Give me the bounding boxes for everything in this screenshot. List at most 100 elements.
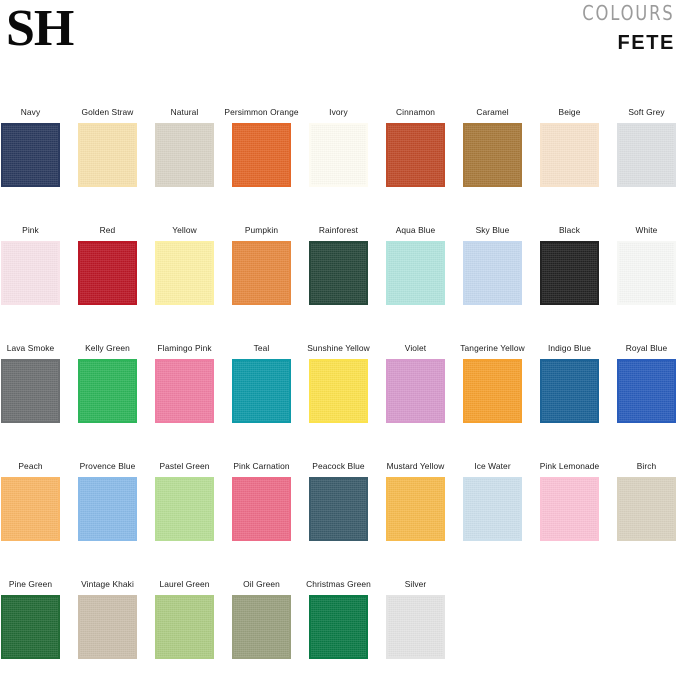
- colour-swatch-chip[interactable]: [232, 241, 291, 305]
- colour-swatch[interactable]: Flamingo Pink: [146, 336, 223, 454]
- colour-swatch[interactable]: White: [608, 218, 679, 336]
- colour-swatch-chip[interactable]: [617, 359, 676, 423]
- colour-swatch-chip[interactable]: [617, 241, 676, 305]
- colour-swatch-chip[interactable]: [309, 595, 368, 659]
- colour-swatch-label: Ice Water: [474, 461, 511, 471]
- colour-swatch-chip[interactable]: [386, 123, 445, 187]
- colour-swatch[interactable]: Oil Green: [223, 572, 300, 690]
- colour-swatch[interactable]: Sunshine Yellow: [300, 336, 377, 454]
- colour-swatch[interactable]: Pine Green: [0, 572, 69, 690]
- colour-swatch-chip[interactable]: [540, 359, 599, 423]
- colour-swatch[interactable]: Birch: [608, 454, 679, 572]
- colour-swatch[interactable]: Natural: [146, 100, 223, 218]
- colour-swatch-chip[interactable]: [386, 241, 445, 305]
- colour-swatch[interactable]: Persimmon Orange: [223, 100, 300, 218]
- colour-swatch-chip[interactable]: [78, 359, 137, 423]
- colour-swatch-label: Teal: [253, 343, 270, 353]
- fabric-square: [232, 595, 291, 659]
- colour-swatch-chip[interactable]: [463, 477, 522, 541]
- colour-swatch-chip[interactable]: [540, 477, 599, 541]
- colour-swatch-label: Pink Lemonade: [539, 461, 600, 471]
- fabric-square: [617, 477, 676, 541]
- colour-swatch-chip[interactable]: [463, 123, 522, 187]
- colour-swatch-label: Pastel Green: [159, 461, 210, 471]
- colour-swatch-chip[interactable]: [1, 123, 60, 187]
- colour-swatch-chip[interactable]: [155, 123, 214, 187]
- colour-swatch[interactable]: Tangerine Yellow: [454, 336, 531, 454]
- colour-swatch-label: Pink Carnation: [233, 461, 290, 471]
- colour-swatch-chip[interactable]: [155, 359, 214, 423]
- colour-swatch-chip[interactable]: [1, 477, 60, 541]
- colour-swatch-chip[interactable]: [155, 477, 214, 541]
- colour-swatch[interactable]: Soft Grey: [608, 100, 679, 218]
- colour-swatch[interactable]: Pink Carnation: [223, 454, 300, 572]
- colour-swatch[interactable]: Laurel Green: [146, 572, 223, 690]
- colour-swatch[interactable]: Teal: [223, 336, 300, 454]
- colour-swatch-chip[interactable]: [1, 359, 60, 423]
- colour-swatch-chip[interactable]: [232, 477, 291, 541]
- colour-swatch-label: Laurel Green: [159, 579, 210, 589]
- colour-swatch[interactable]: Royal Blue: [608, 336, 679, 454]
- colour-swatch-chip[interactable]: [155, 595, 214, 659]
- colour-swatch-chip[interactable]: [1, 595, 60, 659]
- colour-swatch-chip[interactable]: [232, 595, 291, 659]
- colour-swatch[interactable]: Rainforest: [300, 218, 377, 336]
- colour-swatch-chip[interactable]: [309, 359, 368, 423]
- fabric-square: [78, 595, 137, 659]
- colour-swatch-chip[interactable]: [463, 359, 522, 423]
- colour-swatch[interactable]: Pumpkin: [223, 218, 300, 336]
- colour-swatch[interactable]: Aqua Blue: [377, 218, 454, 336]
- colour-swatch-chip[interactable]: [540, 241, 599, 305]
- colour-swatch-label: Pumpkin: [244, 225, 279, 235]
- colour-swatch[interactable]: Ivory: [300, 100, 377, 218]
- colour-swatch[interactable]: Vintage Khaki: [69, 572, 146, 690]
- colour-swatch-label: Peach: [18, 461, 43, 471]
- colour-swatch-chip[interactable]: [386, 595, 445, 659]
- colour-swatch-chip[interactable]: [1, 241, 60, 305]
- colour-swatch-chip[interactable]: [78, 477, 137, 541]
- colour-swatch-chip[interactable]: [232, 359, 291, 423]
- colour-swatch-chip[interactable]: [617, 123, 676, 187]
- fabric-square: [232, 123, 291, 187]
- colour-swatch-chip[interactable]: [617, 477, 676, 541]
- colour-swatch[interactable]: Cinnamon: [377, 100, 454, 218]
- colour-swatch[interactable]: Caramel: [454, 100, 531, 218]
- colour-swatch[interactable]: Violet: [377, 336, 454, 454]
- colour-swatch[interactable]: Kelly Green: [69, 336, 146, 454]
- colour-swatch[interactable]: Christmas Green: [300, 572, 377, 690]
- colour-swatch-chip[interactable]: [309, 241, 368, 305]
- colour-swatch[interactable]: Silver: [377, 572, 454, 690]
- colour-swatch-label: Oil Green: [243, 579, 280, 589]
- colour-swatch-chip[interactable]: [309, 477, 368, 541]
- colour-swatch[interactable]: Black: [531, 218, 608, 336]
- colour-swatch-chip[interactable]: [155, 241, 214, 305]
- colour-swatch-chip[interactable]: [386, 477, 445, 541]
- colour-swatch[interactable]: Peach: [0, 454, 69, 572]
- colour-swatch[interactable]: Sky Blue: [454, 218, 531, 336]
- colour-swatch-chip[interactable]: [540, 123, 599, 187]
- colour-swatch[interactable]: Mustard Yellow: [377, 454, 454, 572]
- colour-swatch[interactable]: Indigo Blue: [531, 336, 608, 454]
- colour-swatch[interactable]: Lava Smoke: [0, 336, 69, 454]
- colour-swatch-chip[interactable]: [78, 241, 137, 305]
- colour-swatch[interactable]: Pink Lemonade: [531, 454, 608, 572]
- colour-swatch-label: Cinnamon: [396, 107, 435, 117]
- colour-swatch[interactable]: Provence Blue: [69, 454, 146, 572]
- colour-swatch-chip[interactable]: [232, 123, 291, 187]
- colour-swatch-chip[interactable]: [463, 241, 522, 305]
- colour-swatch[interactable]: Red: [69, 218, 146, 336]
- colour-swatch-chip[interactable]: [309, 123, 368, 187]
- swatch-row: Peach Provence Blue Pastel Green Pink Carna…: [0, 454, 679, 572]
- colour-swatch[interactable]: Peacock Blue: [300, 454, 377, 572]
- colour-swatch[interactable]: Pastel Green: [146, 454, 223, 572]
- colour-swatch-chip[interactable]: [78, 595, 137, 659]
- header-title-block: COLOURS FETE: [562, 2, 675, 56]
- colour-swatch-chip[interactable]: [386, 359, 445, 423]
- colour-swatch[interactable]: Navy: [0, 100, 69, 218]
- colour-swatch[interactable]: Ice Water: [454, 454, 531, 572]
- colour-swatch[interactable]: Pink: [0, 218, 69, 336]
- colour-swatch[interactable]: Golden Straw: [69, 100, 146, 218]
- colour-swatch-chip[interactable]: [78, 123, 137, 187]
- colour-swatch[interactable]: Yellow: [146, 218, 223, 336]
- colour-swatch[interactable]: Beige: [531, 100, 608, 218]
